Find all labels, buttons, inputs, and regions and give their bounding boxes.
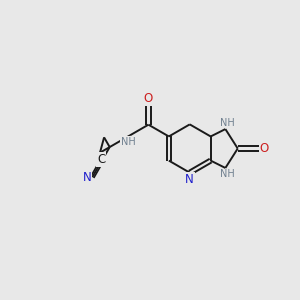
Text: O: O xyxy=(260,142,269,155)
Text: NH: NH xyxy=(121,137,136,147)
Text: NH: NH xyxy=(220,169,235,179)
Text: N: N xyxy=(82,171,91,184)
Text: NH: NH xyxy=(220,118,235,128)
Text: C: C xyxy=(97,153,105,166)
Text: O: O xyxy=(144,92,153,105)
Text: N: N xyxy=(185,172,194,186)
